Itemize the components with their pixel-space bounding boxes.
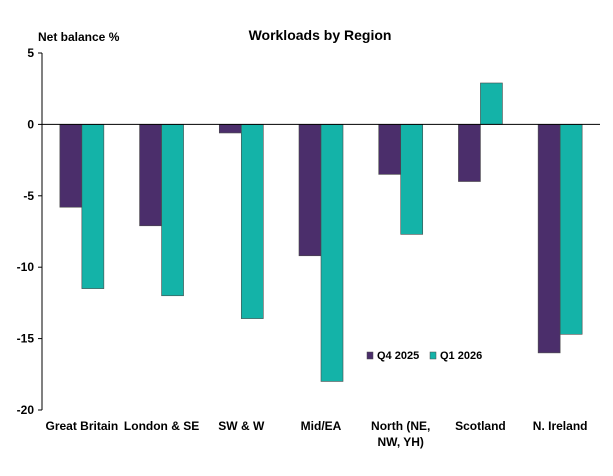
- legend: Q4 2025 Q1 2026: [366, 350, 482, 362]
- y-axis-label: Net balance %: [38, 30, 120, 44]
- y-tick-label: 0: [27, 117, 34, 131]
- bar-q1-2026: [480, 82, 503, 125]
- x-category-label-line: North (NE,: [371, 419, 430, 433]
- legend-label-q1-2026: Q1 2026: [440, 350, 482, 362]
- bar-q4-2025: [139, 124, 162, 227]
- x-category-label: Great Britain: [46, 419, 119, 433]
- x-category-label-line: Mid/EA: [301, 419, 342, 433]
- x-category-label: North (NE, NW, YH): [371, 419, 430, 449]
- x-category-label-line: Great Britain: [46, 419, 119, 433]
- bar-q1-2026: [240, 124, 264, 319]
- y-tick-label: -20: [17, 403, 35, 417]
- plot-area: 5 0 -5 -10 -15 -20 Great Britain London & SE SW …: [17, 46, 600, 449]
- y-tick-label: -10: [17, 260, 35, 274]
- x-category-label: Mid/EA: [301, 419, 342, 433]
- y-tick-label: -15: [17, 332, 35, 346]
- bar-q4-2025: [218, 124, 242, 134]
- bar-q4-2025: [59, 124, 83, 208]
- bar-q4-2025: [458, 124, 481, 182]
- bar-q1-2026: [400, 124, 424, 235]
- bar-q1-2026: [559, 124, 583, 335]
- x-category-label-line: N. Ireland: [533, 419, 588, 433]
- bar-q4-2025: [378, 124, 402, 175]
- x-category-label-line: London & SE: [124, 419, 199, 433]
- legend-swatch-q4-2025: [366, 351, 374, 360]
- y-tick-label: -5: [23, 189, 34, 203]
- x-category-label-line: SW & W: [218, 419, 265, 433]
- bar-q4-2025: [537, 124, 561, 354]
- y-tick-label: 5: [27, 46, 34, 60]
- chart-title: Workloads by Region: [249, 27, 392, 43]
- x-category-label: SW & W: [218, 419, 265, 433]
- bar-q1-2026: [320, 124, 344, 382]
- x-category-label-line: Scotland: [455, 419, 506, 433]
- x-category-label-line: NW, YH): [377, 435, 423, 449]
- x-category-label: N. Ireland: [533, 419, 588, 433]
- legend-swatch-q1-2026: [429, 351, 437, 360]
- x-category-label: Scotland: [455, 419, 506, 433]
- bar-q1-2026: [81, 124, 105, 289]
- bar-q1-2026: [161, 124, 184, 297]
- bar-q4-2025: [298, 124, 322, 257]
- legend-label-q4-2025: Q4 2025: [377, 350, 419, 362]
- x-category-label: London & SE: [124, 419, 199, 433]
